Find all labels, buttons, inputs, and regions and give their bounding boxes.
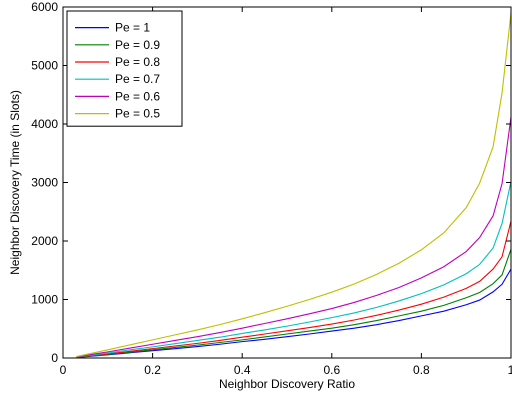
legend-label: Pe = 0.6 <box>115 89 160 103</box>
legend-label: Pe = 0.9 <box>115 38 160 52</box>
axes: 0 0.2 0.4 0.6 0.8 1 0 1000 2000 3000 4000 5000 6000 <box>31 0 512 377</box>
x-tick-label: 0 <box>60 363 67 377</box>
y-tick-label: 5000 <box>31 59 58 73</box>
legend-label: Pe = 0.7 <box>115 72 160 86</box>
y-tick-label: 6000 <box>31 0 58 14</box>
y-tick-label: 2000 <box>31 234 58 248</box>
y-tick-label: 0 <box>51 351 58 365</box>
legend-label: Pe = 0.5 <box>115 107 160 121</box>
y-tick-label: 4000 <box>31 117 58 131</box>
legend-label: Pe = 1 <box>115 21 150 35</box>
series-line-3 <box>76 220 512 358</box>
x-tick-label: 1 <box>508 363 512 377</box>
x-tick-label: 0.8 <box>413 363 430 377</box>
series-line-4 <box>76 181 512 358</box>
legend-label: Pe = 0.8 <box>115 55 160 69</box>
series-line-2 <box>76 249 512 358</box>
series-line-5 <box>76 116 512 358</box>
series-line-6 <box>76 12 512 358</box>
x-tick-label: 0.6 <box>323 363 340 377</box>
x-tick-label: 0.4 <box>234 363 251 377</box>
y-tick-label: 1000 <box>31 293 58 307</box>
x-tick-label: 0.2 <box>144 363 161 377</box>
plot-area <box>76 12 512 358</box>
y-axis-title: Neighbor Discovery Time (in Slots) <box>8 90 22 275</box>
legend-box <box>66 10 183 127</box>
x-axis-title: Neighbor Discovery Ratio <box>219 377 355 391</box>
y-tick-label: 3000 <box>31 176 58 190</box>
series-line-1 <box>76 268 512 358</box>
legend: Pe = 1 Pe = 0.9 Pe = 0.8 Pe = 0.7 Pe = 0.6 Pe… <box>66 10 183 127</box>
